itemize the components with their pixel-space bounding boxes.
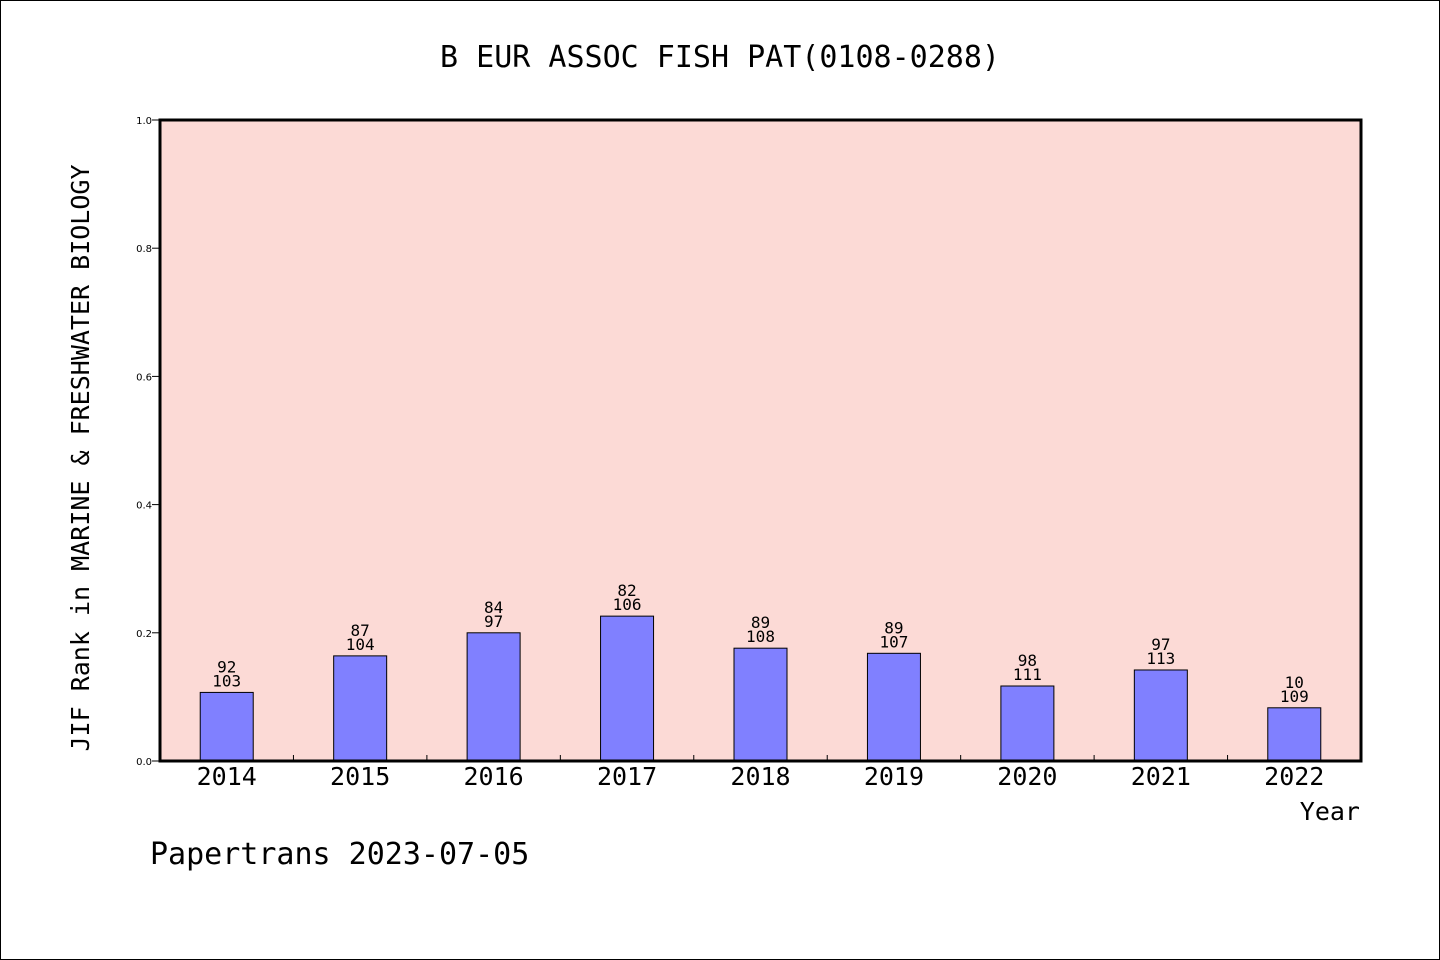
bar-total-label: 111: [1013, 665, 1042, 684]
bar-total-label: 109: [1280, 687, 1309, 706]
bar-total-label: 108: [746, 627, 775, 646]
bar-2018: [733, 647, 788, 762]
bar-rank-label: 89: [884, 618, 903, 637]
bar-total-label: 97: [484, 612, 503, 631]
y-tick-label: 0.4: [136, 501, 152, 512]
bar-2014: [199, 691, 254, 762]
y-axis-label: JIF Rank in MARINE & FRESHWATER BIOLOGY: [66, 165, 95, 752]
x-tick-label: 2019: [864, 762, 924, 791]
bar-rank-label: 98: [1018, 651, 1037, 670]
x-axis-label: Year: [1300, 797, 1360, 826]
bar-total-label: 103: [212, 671, 241, 690]
bar-2017: [600, 615, 655, 762]
x-tick-label: 2016: [464, 762, 524, 791]
bar-total-label: 104: [346, 635, 375, 654]
bar-rank-label: 97: [1151, 635, 1170, 654]
bar-rank-label: 84: [484, 598, 503, 617]
y-tick-label: 0.6: [136, 372, 152, 383]
x-tick-label: 2017: [597, 762, 657, 791]
bar-rank-label: 82: [617, 581, 636, 600]
bar-2022: [1267, 707, 1322, 762]
y-axis: 0.0 0.2 0.4 0.6 0.8 1.0: [136, 116, 160, 768]
x-tick-label: 2022: [1264, 762, 1324, 791]
x-tick-label: 2021: [1131, 762, 1191, 791]
bar-rank-label: 89: [751, 613, 770, 632]
bar-total-label: 106: [613, 595, 642, 614]
bar-2016: [466, 632, 521, 762]
bar-2020: [1000, 685, 1055, 762]
x-tick-label: 2018: [730, 762, 790, 791]
bars: [199, 615, 1322, 762]
y-tick-label: 0.0: [136, 757, 152, 768]
y-tick-label: 1.0: [136, 116, 152, 127]
bar-total-label: 113: [1146, 649, 1175, 668]
x-tick-label: 2014: [197, 762, 257, 791]
bar-2019: [866, 652, 921, 762]
chart-title: B EUR ASSOC FISH PAT(0108-0288): [440, 40, 1000, 75]
bar-2015: [333, 655, 388, 762]
bar-rank-label: 10: [1285, 673, 1304, 692]
y-tick-label: 0.2: [136, 629, 152, 640]
x-tick-label: 2020: [997, 762, 1057, 791]
bar-total-label: 107: [879, 632, 908, 651]
bar-rank-label: 92: [217, 657, 236, 676]
footer-credit: Papertrans 2023-07-05: [150, 837, 529, 872]
x-tick-label: 2015: [330, 762, 390, 791]
x-axis: 2014 2015 2016 2017 2018 2019 2020 2021 2022: [197, 755, 1324, 791]
bar-rank-label: 87: [351, 621, 370, 640]
y-tick-label: 0.8: [136, 244, 152, 255]
bar-2021: [1133, 669, 1188, 762]
plot-border: [158, 118, 1363, 763]
